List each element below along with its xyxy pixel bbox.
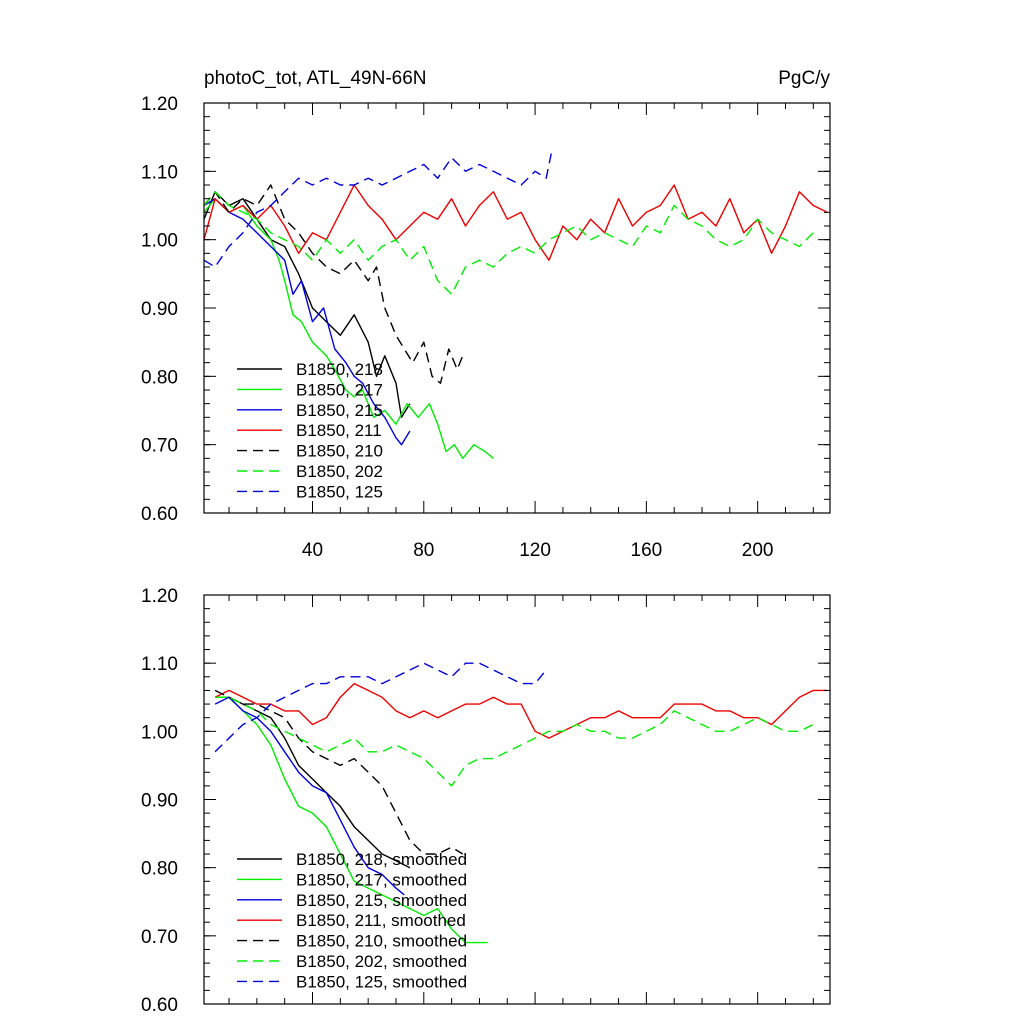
x-tick-label: 40 bbox=[302, 540, 323, 561]
legend-label-5: B1850, 202 bbox=[296, 462, 383, 481]
legend-label-6: B1850, 125 bbox=[296, 482, 383, 501]
series-line-5 bbox=[215, 696, 814, 787]
x-tick-label: 200 bbox=[742, 540, 774, 561]
legend-label-2: B1850, 215 bbox=[296, 401, 383, 420]
legend-label-3: B1850, 211, smoothed bbox=[296, 911, 466, 930]
legend-label-4: B1850, 210 bbox=[296, 442, 383, 461]
x-tick-label: 80 bbox=[413, 540, 434, 561]
series-line-4 bbox=[214, 689, 464, 855]
x-tick-label: 120 bbox=[519, 540, 551, 561]
series-line-3 bbox=[214, 682, 828, 739]
y-tick-label: 1.00 bbox=[141, 231, 178, 252]
series-line-0 bbox=[215, 696, 411, 869]
chart-units: PgC/y bbox=[778, 68, 830, 89]
legend-label-0: B1850, 218 bbox=[296, 360, 383, 379]
y-tick-label: 0.60 bbox=[141, 504, 178, 525]
series-line-6 bbox=[203, 150, 553, 268]
legend-label-4: B1850, 210, smoothed bbox=[296, 932, 467, 951]
legend-label-2: B1850, 215, smoothed bbox=[296, 891, 467, 910]
y-tick-label: 1.20 bbox=[141, 586, 178, 607]
series-line-1 bbox=[203, 197, 494, 459]
series-line-6 bbox=[214, 662, 547, 753]
x-tick-label: 160 bbox=[631, 540, 663, 561]
series-line-1 bbox=[215, 696, 488, 944]
y-tick-label: 1.20 bbox=[141, 94, 178, 115]
series-line-4 bbox=[203, 184, 464, 384]
series-line-0 bbox=[203, 191, 411, 418]
legend-label-6: B1850, 125, smoothed bbox=[296, 972, 467, 991]
y-tick-label: 0.70 bbox=[141, 927, 178, 948]
y-tick-label: 0.70 bbox=[141, 436, 178, 457]
series-line-5 bbox=[203, 191, 814, 295]
chart-title: photoC_tot, ATL_49N-66N bbox=[204, 68, 427, 89]
bottom-panel: 0.60 0.70 0.80 0.90 1.00 1.10 1.20 B1850, 218, … bbox=[141, 586, 831, 1016]
legend-label-1: B1850, 217, smoothed bbox=[296, 870, 467, 889]
y-tick-label: 0.80 bbox=[141, 367, 178, 388]
y-tick-label: 0.60 bbox=[141, 995, 178, 1016]
legend-label-0: B1850, 218, smoothed bbox=[296, 850, 467, 869]
top-panel: photoC_tot, ATL_49N-66N PgC/y 0.60 0.70 0.… bbox=[141, 68, 831, 561]
legend-label-5: B1850, 202, smoothed bbox=[296, 952, 467, 971]
y-tick-label: 1.10 bbox=[141, 162, 178, 183]
y-tick-label: 1.10 bbox=[141, 654, 178, 675]
y-tick-label: 1.00 bbox=[141, 722, 178, 743]
legend-label-3: B1850, 211 bbox=[296, 421, 382, 440]
y-tick-label: 0.80 bbox=[141, 859, 178, 880]
series-line-3 bbox=[203, 184, 828, 261]
legend-label-1: B1850, 217 bbox=[296, 380, 383, 399]
y-tick-label: 0.90 bbox=[141, 791, 178, 812]
series-line-2 bbox=[214, 696, 405, 896]
series-line-2 bbox=[203, 197, 411, 446]
y-tick-label: 0.90 bbox=[141, 299, 178, 320]
